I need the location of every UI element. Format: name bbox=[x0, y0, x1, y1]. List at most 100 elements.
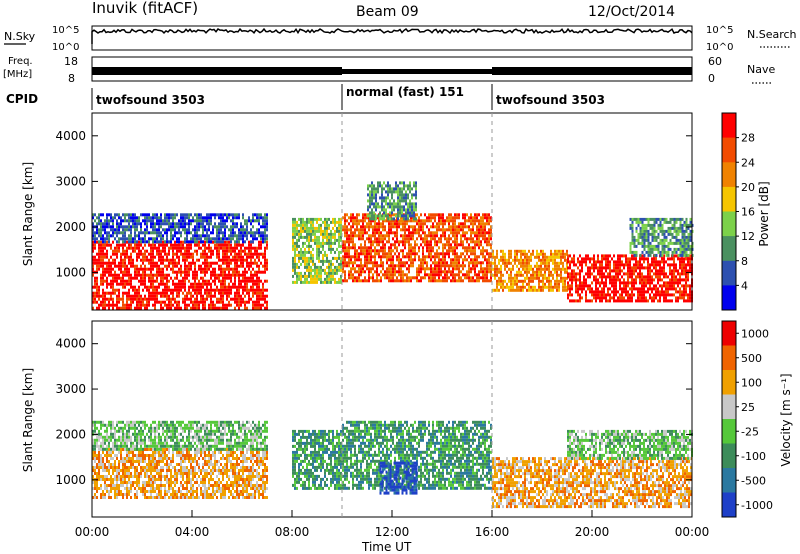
heatmap-cell bbox=[609, 266, 611, 270]
heatmap-cell bbox=[446, 279, 448, 283]
heatmap-cell bbox=[114, 231, 116, 235]
heatmap-cell bbox=[560, 252, 562, 256]
heatmap-cell bbox=[188, 261, 190, 265]
heatmap-cell bbox=[514, 255, 516, 259]
heatmap-cell bbox=[683, 278, 685, 282]
heatmap-cell bbox=[387, 202, 389, 206]
heatmap-cell bbox=[168, 261, 170, 265]
heatmap-cell bbox=[198, 285, 200, 289]
heatmap-cell bbox=[388, 270, 390, 274]
heatmap-cell bbox=[400, 258, 402, 262]
heatmap-cell bbox=[478, 273, 480, 277]
heatmap-cell bbox=[162, 276, 164, 280]
heatmap-cell bbox=[400, 270, 402, 274]
heatmap-cell bbox=[110, 270, 112, 274]
heatmap-cell bbox=[132, 237, 134, 241]
heatmap-cell bbox=[330, 238, 332, 242]
heatmap-cell bbox=[130, 294, 132, 298]
heatmap-cell bbox=[104, 246, 106, 250]
heatmap-cell bbox=[294, 250, 296, 254]
heatmap-cell bbox=[266, 237, 268, 241]
heatmap-cell bbox=[224, 240, 226, 244]
heatmap-cell bbox=[258, 279, 260, 283]
heatmap-cell bbox=[130, 231, 132, 235]
heatmap-cell bbox=[240, 285, 242, 289]
heatmap-cell bbox=[564, 270, 566, 274]
heatmap-cell bbox=[92, 294, 94, 298]
heatmap-cell bbox=[114, 288, 116, 292]
heatmap-cell bbox=[358, 213, 360, 217]
heatmap-cell bbox=[387, 193, 389, 197]
heatmap-cell bbox=[256, 219, 258, 223]
heatmap-cell bbox=[150, 237, 152, 241]
heatmap-cell bbox=[96, 291, 98, 295]
heatmap-cell bbox=[488, 243, 490, 247]
heatmap-cell bbox=[571, 269, 573, 273]
heatmap-cell bbox=[136, 264, 138, 268]
heatmap-cell bbox=[224, 261, 226, 265]
heatmap-cell bbox=[550, 285, 552, 289]
heatmap-cell bbox=[564, 276, 566, 280]
heatmap-cell bbox=[562, 285, 564, 289]
heatmap-cell bbox=[184, 297, 186, 301]
heatmap-cell bbox=[679, 260, 681, 264]
heatmap-cell bbox=[106, 270, 108, 274]
heatmap-cell bbox=[411, 202, 413, 206]
heatmap-cell bbox=[318, 250, 320, 254]
heatmap-cell bbox=[350, 237, 352, 241]
heatmap-cell bbox=[158, 255, 160, 259]
heatmap-cell bbox=[158, 273, 160, 277]
heatmap-cell bbox=[454, 264, 456, 268]
heatmap-cell bbox=[314, 241, 316, 245]
heatmap-cell bbox=[222, 243, 224, 247]
heatmap-cell bbox=[390, 255, 392, 259]
heatmap-cell bbox=[406, 222, 408, 226]
heatmap-cell bbox=[607, 266, 609, 270]
heatmap-cell bbox=[434, 237, 436, 241]
heatmap-cell bbox=[132, 288, 134, 292]
heatmap-cell bbox=[118, 273, 120, 277]
heatmap-cell bbox=[373, 187, 375, 191]
heatmap-cell bbox=[428, 252, 430, 256]
heatmap-cell bbox=[226, 285, 228, 289]
heatmap-cell bbox=[152, 264, 154, 268]
heatmap-cell bbox=[198, 243, 200, 247]
heatmap-cell bbox=[138, 279, 140, 283]
heatmap-cell bbox=[397, 190, 399, 194]
heatmap-cell bbox=[126, 249, 128, 253]
heatmap-cell bbox=[655, 287, 657, 291]
heatmap-cell bbox=[94, 255, 96, 259]
heatmap-cell bbox=[442, 228, 444, 232]
heatmap-cell bbox=[214, 306, 216, 310]
heatmap-cell bbox=[222, 234, 224, 238]
heatmap-cell bbox=[262, 252, 264, 256]
heatmap-cell bbox=[124, 225, 126, 229]
heatmap-cell bbox=[372, 234, 374, 238]
heatmap-cell bbox=[460, 270, 462, 274]
heatmap-cell bbox=[246, 264, 248, 268]
heatmap-cell bbox=[629, 272, 631, 276]
heatmap-cell bbox=[679, 266, 681, 270]
heatmap-cell bbox=[438, 219, 440, 223]
heatmap-cell bbox=[192, 255, 194, 259]
heatmap-cell bbox=[214, 294, 216, 298]
heatmap-cell bbox=[601, 275, 603, 279]
heatmap-cell bbox=[552, 267, 554, 271]
heatmap-cell bbox=[641, 254, 643, 258]
heatmap-cell bbox=[144, 267, 146, 271]
heatmap-cell bbox=[657, 272, 659, 276]
heatmap-cell bbox=[126, 270, 128, 274]
heatmap-cell bbox=[170, 303, 172, 307]
heatmap-cell bbox=[474, 255, 476, 259]
heatmap-cell bbox=[448, 252, 450, 256]
heatmap-cell bbox=[510, 276, 512, 280]
heatmap-cell bbox=[562, 249, 564, 253]
heatmap-cell bbox=[234, 267, 236, 271]
heatmap-cell bbox=[472, 216, 474, 220]
heatmap-cell bbox=[635, 257, 637, 261]
heatmap-cell bbox=[130, 300, 132, 304]
heatmap-cell bbox=[294, 241, 296, 245]
heatmap-cell bbox=[544, 273, 546, 277]
heatmap-cell bbox=[558, 255, 560, 259]
heatmap-cell bbox=[571, 278, 573, 282]
